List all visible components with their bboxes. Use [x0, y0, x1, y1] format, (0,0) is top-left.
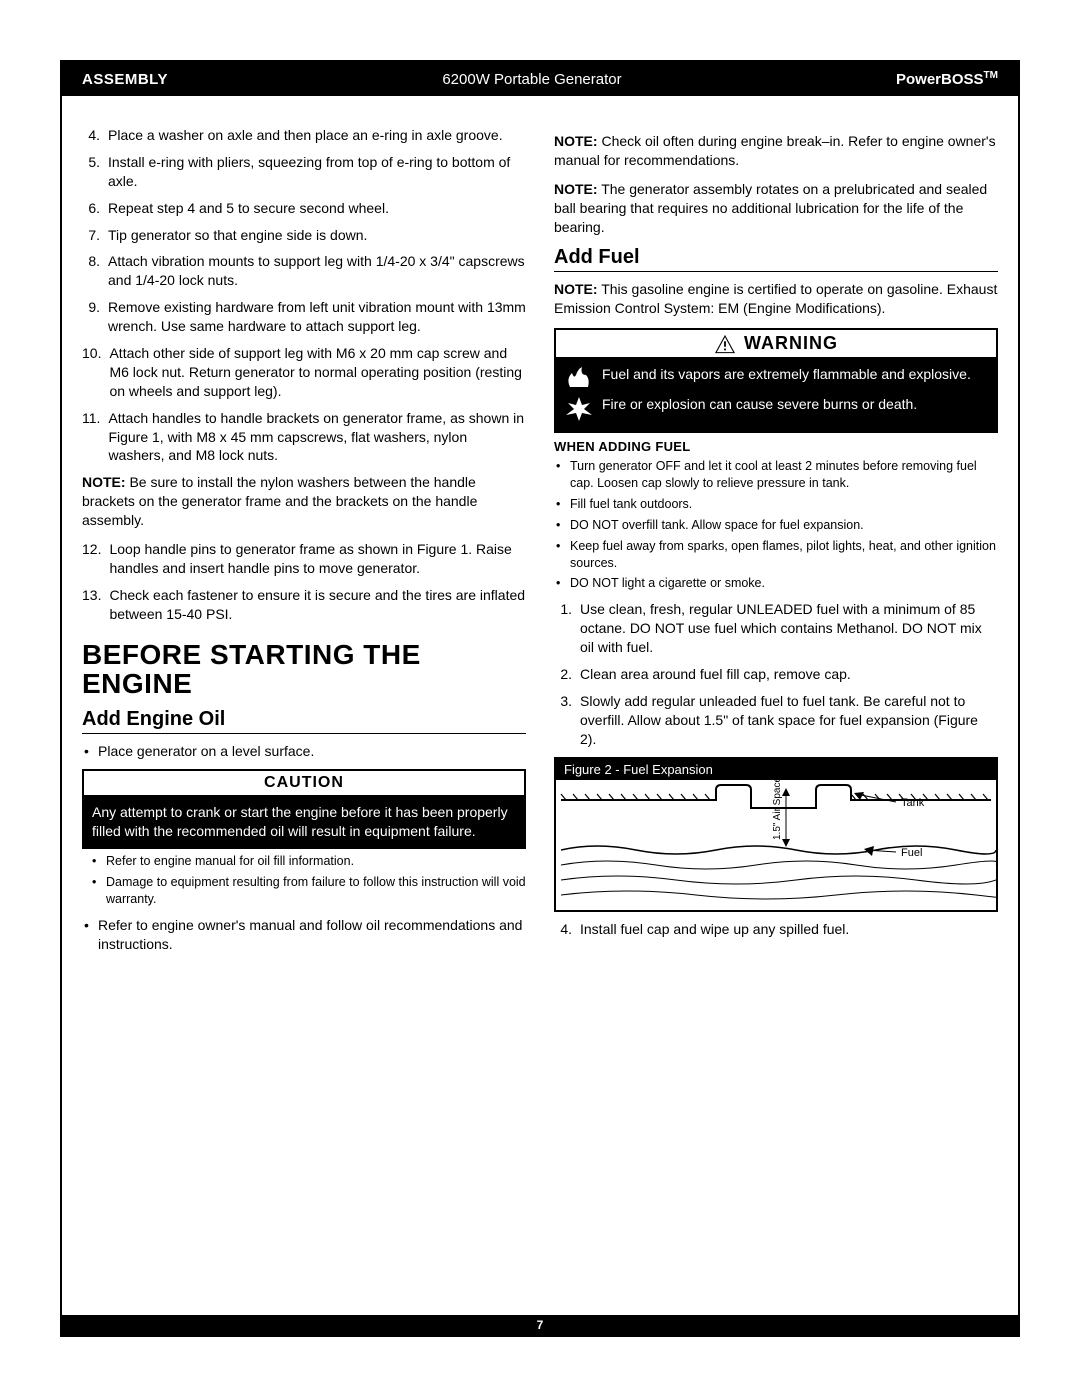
step-item: 5.Install e-ring with pliers, squeezing … — [82, 153, 526, 191]
step-item: 3.Slowly add regular unleaded fuel to fu… — [554, 692, 998, 749]
caution-box: CAUTION Any attempt to crank or start th… — [82, 769, 526, 849]
step-item: 1.Use clean, fresh, regular UNLEADED fue… — [554, 600, 998, 657]
bullet-item: Place generator on a level surface. — [82, 742, 526, 761]
warning-label: WARNING — [744, 333, 838, 354]
bullet-item: DO NOT light a cigarette or smoke. — [554, 575, 998, 592]
step-item: 12.Loop handle pins to generator frame a… — [82, 540, 526, 578]
oil-bullets-1: Place generator on a level surface. — [82, 742, 526, 761]
figure-2-box: Figure 2 - Fuel Expansion — [554, 757, 998, 912]
fuel-label: Fuel — [901, 847, 922, 859]
right-column: NOTE: Check oil often during engine brea… — [554, 126, 998, 961]
bullet-item: Fill fuel tank outdoors. — [554, 496, 998, 513]
step-item: 9.Remove existing hardware from left uni… — [82, 298, 526, 336]
bullet-item: DO NOT overfill tank. Allow space for fu… — [554, 517, 998, 534]
step-item: 8.Attach vibration mounts to support leg… — [82, 252, 526, 290]
figure-2-caption: Figure 2 - Fuel Expansion — [556, 759, 996, 780]
page-number: 7 — [62, 1315, 1018, 1335]
header-left: ASSEMBLY — [82, 71, 168, 88]
header-center: 6200W Portable Generator — [442, 71, 621, 88]
note-4: NOTE: This gasoline engine is certified … — [554, 280, 998, 318]
note-2: NOTE: Check oil often during engine brea… — [554, 132, 998, 170]
page-frame: ASSEMBLY 6200W Portable Generator PowerB… — [60, 60, 1020, 1337]
when-adding-fuel-head: WHEN ADDING FUEL — [554, 439, 998, 454]
airspace-label: 1.5" Air Space — [772, 780, 783, 840]
bullet-item: Keep fuel away from sparks, open flames,… — [554, 538, 998, 572]
tm-mark: TM — [984, 70, 998, 81]
bullet-item: Refer to engine manual for oil fill info… — [82, 853, 526, 870]
step-item: 2.Clean area around fuel fill cap, remov… — [554, 665, 998, 684]
warning-body: Fuel and its vapors are extremely flamma… — [556, 359, 996, 431]
step-item: 11.Attach handles to handle brackets on … — [82, 409, 526, 466]
bullet-item: Turn generator OFF and let it cool at le… — [554, 458, 998, 492]
before-starting-title: BEFORE STARTING THE ENGINE — [82, 640, 526, 699]
assembly-steps-b: 12.Loop handle pins to generator frame a… — [82, 540, 526, 624]
header-right: PowerBOSSTM — [896, 70, 998, 88]
bullet-item: Damage to equipment resulting from failu… — [82, 874, 526, 908]
fuel-expansion-diagram: 1.5" Air Space Tank Fuel — [556, 780, 996, 910]
content-area: 4.Place a washer on axle and then place … — [62, 96, 1018, 971]
flame-icon — [564, 365, 594, 391]
step-item: 7.Tip generator so that engine side is d… — [82, 226, 526, 245]
caution-bullets: Refer to engine manual for oil fill info… — [82, 853, 526, 908]
step-item: 4.Place a washer on axle and then place … — [82, 126, 526, 145]
add-oil-title: Add Engine Oil — [82, 708, 526, 734]
warn-row: Fuel and its vapors are extremely flamma… — [564, 365, 988, 391]
oil-bullets-2: Refer to engine owner's manual and follo… — [82, 916, 526, 954]
warning-triangle-icon — [714, 334, 736, 354]
caution-head: CAUTION — [84, 771, 524, 797]
step-item: 6.Repeat step 4 and 5 to secure second w… — [82, 199, 526, 218]
add-fuel-title: Add Fuel — [554, 246, 998, 272]
warning-head: WARNING — [556, 330, 996, 359]
warn-row: Fire or explosion can cause severe burns… — [564, 395, 988, 421]
explosion-icon — [564, 395, 594, 421]
warning-box: WARNING Fuel and its vapors are extremel… — [554, 328, 998, 433]
brand-name: PowerBOSS — [896, 71, 984, 88]
assembly-steps-a: 4.Place a washer on axle and then place … — [82, 126, 526, 465]
header-bar: ASSEMBLY 6200W Portable Generator PowerB… — [62, 62, 1018, 96]
left-column: 4.Place a washer on axle and then place … — [82, 126, 526, 961]
fuel-steps-c: 1.Use clean, fresh, regular UNLEADED fue… — [554, 600, 998, 748]
fuel-safety-bullets: Turn generator OFF and let it cool at le… — [554, 458, 998, 592]
fuel-steps-d: 4.Install fuel cap and wipe up any spill… — [554, 920, 998, 939]
tank-label: Tank — [901, 797, 925, 809]
note-3: NOTE: The generator assembly rotates on … — [554, 180, 998, 237]
step-item: 10.Attach other side of support leg with… — [82, 344, 526, 401]
step-item: 4.Install fuel cap and wipe up any spill… — [554, 920, 998, 939]
caution-body: Any attempt to crank or start the engine… — [84, 797, 524, 847]
step-item: 13.Check each fastener to ensure it is s… — [82, 586, 526, 624]
bullet-item: Refer to engine owner's manual and follo… — [82, 916, 526, 954]
figure-2-body: 1.5" Air Space Tank Fuel — [556, 780, 996, 910]
note-1: NOTE: Be sure to install the nylon washe… — [82, 473, 526, 530]
